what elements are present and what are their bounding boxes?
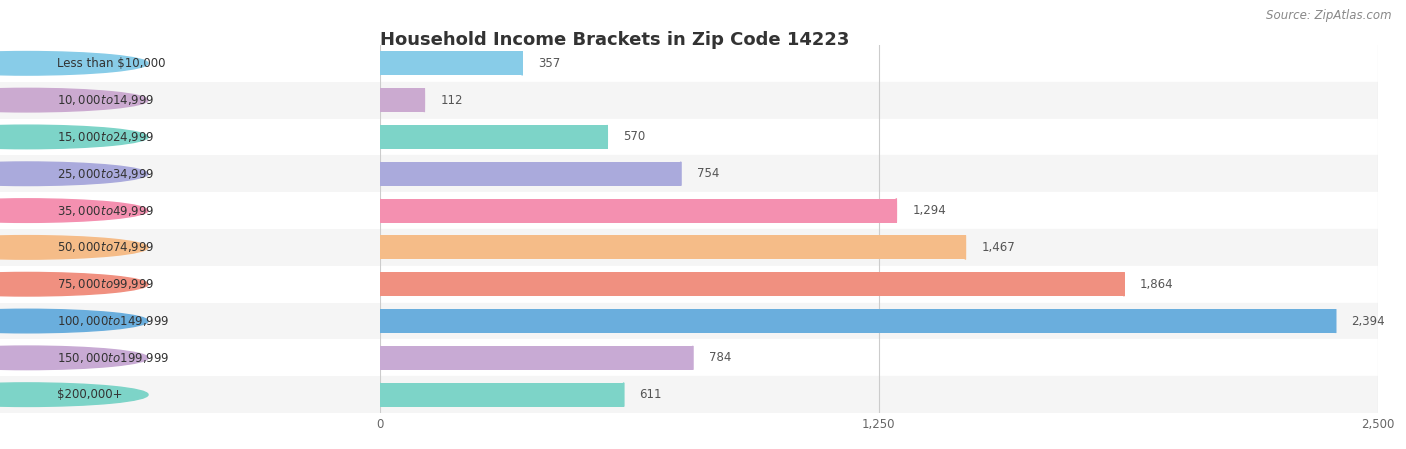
Text: $75,000 to $99,999: $75,000 to $99,999 [56, 277, 155, 291]
Circle shape [0, 52, 148, 75]
FancyBboxPatch shape [0, 376, 380, 413]
Bar [380, 82, 1378, 119]
Bar [380, 339, 1378, 376]
Bar [380, 125, 607, 149]
Bar [380, 119, 1378, 155]
Text: 1,467: 1,467 [981, 241, 1015, 254]
Bar [380, 266, 1378, 303]
Text: 611: 611 [640, 388, 662, 401]
Bar [380, 272, 1123, 296]
Circle shape [0, 383, 148, 406]
Text: $50,000 to $74,999: $50,000 to $74,999 [56, 240, 155, 255]
Bar [380, 198, 896, 223]
Circle shape [0, 162, 148, 185]
Circle shape [0, 346, 148, 370]
Bar [380, 309, 1336, 333]
Text: $35,000 to $49,999: $35,000 to $49,999 [56, 203, 155, 218]
Text: 570: 570 [623, 131, 645, 143]
Bar [380, 303, 1378, 339]
Bar [380, 155, 1378, 192]
Bar [380, 235, 966, 260]
Text: 1,864: 1,864 [1140, 278, 1174, 291]
Circle shape [0, 125, 148, 149]
Text: Household Income Brackets in Zip Code 14223: Household Income Brackets in Zip Code 14… [380, 31, 849, 49]
FancyBboxPatch shape [0, 155, 380, 192]
Circle shape [0, 236, 148, 259]
Text: $200,000+: $200,000+ [56, 388, 122, 401]
Text: $100,000 to $149,999: $100,000 to $149,999 [56, 314, 169, 328]
Circle shape [0, 309, 148, 333]
Bar [380, 383, 624, 407]
Text: Less than $10,000: Less than $10,000 [56, 57, 166, 70]
Bar [380, 45, 1378, 82]
Text: $150,000 to $199,999: $150,000 to $199,999 [56, 351, 169, 365]
Circle shape [0, 88, 148, 112]
Text: $15,000 to $24,999: $15,000 to $24,999 [56, 130, 155, 144]
Text: 784: 784 [709, 352, 731, 364]
FancyBboxPatch shape [0, 45, 380, 82]
Text: 1,294: 1,294 [912, 204, 946, 217]
Text: $10,000 to $14,999: $10,000 to $14,999 [56, 93, 155, 107]
FancyBboxPatch shape [0, 303, 380, 339]
Bar [380, 192, 1378, 229]
FancyBboxPatch shape [0, 339, 380, 376]
FancyBboxPatch shape [0, 266, 380, 303]
Bar [380, 88, 425, 112]
Text: 357: 357 [538, 57, 561, 70]
Circle shape [0, 199, 148, 222]
Text: 754: 754 [696, 167, 718, 180]
FancyBboxPatch shape [0, 82, 380, 119]
Bar [380, 51, 522, 75]
FancyBboxPatch shape [0, 229, 380, 266]
Bar [380, 376, 1378, 413]
Circle shape [0, 273, 148, 296]
Bar [380, 346, 693, 370]
FancyBboxPatch shape [0, 192, 380, 229]
Text: 2,394: 2,394 [1351, 315, 1385, 327]
FancyBboxPatch shape [0, 119, 380, 155]
Bar [380, 229, 1378, 266]
Bar [380, 162, 681, 186]
Text: 112: 112 [440, 94, 463, 106]
Text: Source: ZipAtlas.com: Source: ZipAtlas.com [1267, 9, 1392, 22]
Text: $25,000 to $34,999: $25,000 to $34,999 [56, 167, 155, 181]
